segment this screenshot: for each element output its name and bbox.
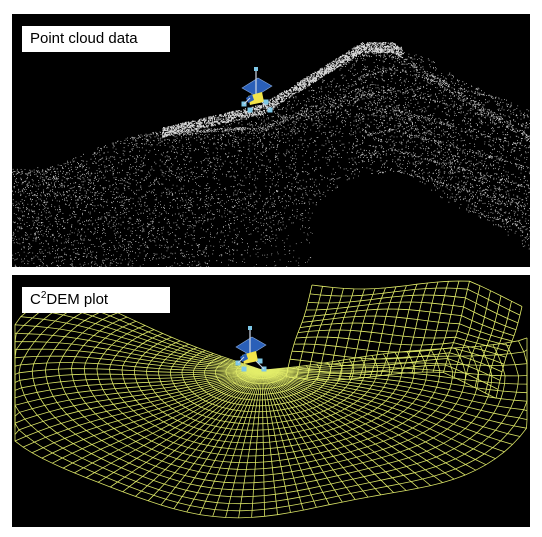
dem-plot-label: C2DEM plot [22, 287, 170, 313]
dem-label-prefix: C [30, 291, 41, 308]
dem-label-suffix: DEM plot [46, 291, 109, 308]
point-cloud-points [12, 42, 530, 267]
dem-mesh-canvas [14, 280, 528, 519]
rover-icon [241, 67, 273, 113]
point-cloud-canvas [12, 42, 530, 267]
dem-label-superscript: 2 [40, 290, 47, 301]
rover-icon [235, 326, 267, 372]
dem-plot-panel: C2DEM plot [12, 275, 530, 527]
dem-hill-mesh [285, 280, 523, 399]
point-cloud-panel: Point cloud data [12, 14, 530, 267]
point-cloud-label: Point cloud data [22, 26, 170, 52]
dem-mesh-lines [14, 289, 528, 519]
